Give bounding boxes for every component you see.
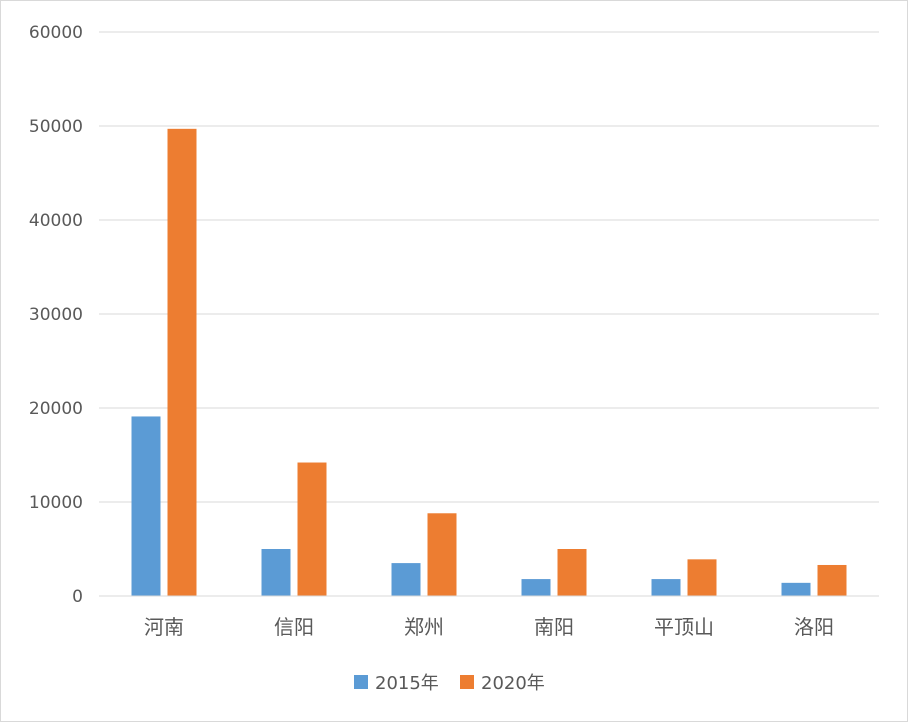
bars xyxy=(131,128,847,596)
bar-2015-5 xyxy=(781,582,811,596)
bar-2020-4 xyxy=(687,559,717,596)
bar-2015-2 xyxy=(391,563,421,596)
y-tick-label: 60000 xyxy=(29,23,83,43)
bar-2020-1 xyxy=(297,462,327,596)
y-tick-label: 50000 xyxy=(29,117,83,137)
y-tick-label: 20000 xyxy=(29,399,83,419)
legend-label-2020: 2020年 xyxy=(481,673,545,694)
x-category-label: 平顶山 xyxy=(654,615,714,639)
x-category-label: 南阳 xyxy=(534,615,574,639)
y-tick-label: 40000 xyxy=(29,211,83,231)
bar-2020-2 xyxy=(427,513,457,596)
bar-2020-0 xyxy=(167,128,197,596)
bar-2015-0 xyxy=(131,416,161,596)
bar-2020-5 xyxy=(817,564,847,596)
x-category-label: 信阳 xyxy=(274,615,314,639)
legend-label-2015: 2015年 xyxy=(375,673,439,694)
x-category-label: 洛阳 xyxy=(794,615,834,639)
y-tick-label: 30000 xyxy=(29,305,83,325)
y-tick-label: 0 xyxy=(72,587,83,607)
y-tick-label: 10000 xyxy=(29,493,83,513)
legend-swatch-2020 xyxy=(460,675,474,689)
x-category-label: 郑州 xyxy=(404,615,444,639)
bar-2015-3 xyxy=(521,579,551,596)
bar-2015-4 xyxy=(651,579,681,596)
gridlines xyxy=(99,31,879,597)
legend: 2015年 2020年 xyxy=(354,673,545,694)
y-axis: 0 10000 20000 30000 40000 50000 60000 xyxy=(29,23,83,607)
bar-2020-3 xyxy=(557,549,587,596)
legend-swatch-2015 xyxy=(354,675,368,689)
x-category-label: 河南 xyxy=(144,615,184,639)
bar-2015-1 xyxy=(261,549,291,596)
x-axis: 河南 信阳 郑州 南阳 平顶山 洛阳 xyxy=(99,595,879,639)
